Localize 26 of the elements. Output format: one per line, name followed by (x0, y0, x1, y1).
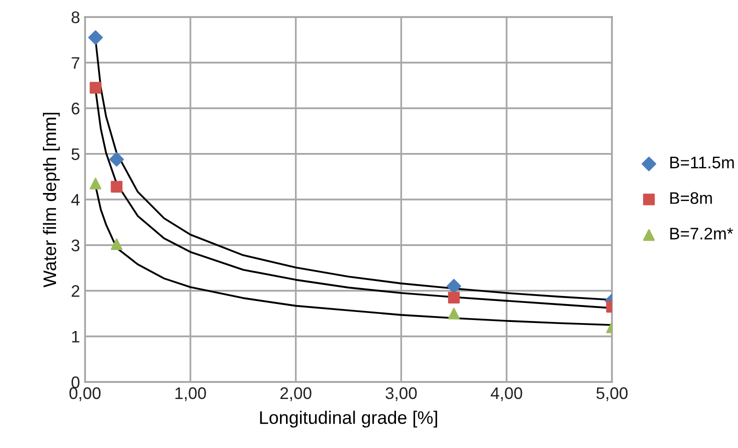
y-tick-label: 1 (72, 330, 80, 342)
y-tick-label: 5 (72, 148, 80, 160)
x-tick-label: 4,00 (490, 387, 522, 402)
point (90, 178, 102, 190)
y-tick-label: 6 (72, 102, 80, 114)
point (88, 30, 103, 45)
legend-label: B=8m (670, 192, 712, 204)
legend-label: B=7.2m* (670, 228, 734, 240)
x-tick-label: 5,00 (596, 387, 628, 402)
point (110, 238, 122, 250)
y-tick-label: 2 (72, 285, 80, 297)
x-tick-label: 3,00 (386, 387, 417, 402)
x-axis-title: Longitudinal grade [%] (260, 410, 438, 428)
x-tick-label: 2,00 (280, 387, 312, 402)
x-tick-label: 1,00 (175, 387, 206, 402)
y-tick-label: 3 (72, 240, 80, 252)
y-axis-title: Water film depth [mm] (42, 112, 60, 288)
y-tick-label: 7 (72, 57, 80, 69)
point (110, 180, 122, 193)
point (109, 152, 124, 167)
y-tick-label: 4 (71, 194, 80, 206)
y-tick-label: 0 (72, 376, 80, 388)
legend-label: B=11.5m (670, 156, 734, 168)
x-tick-label: 0,00 (69, 387, 101, 402)
y-tick-label: 8 (72, 11, 80, 24)
point (90, 82, 102, 94)
